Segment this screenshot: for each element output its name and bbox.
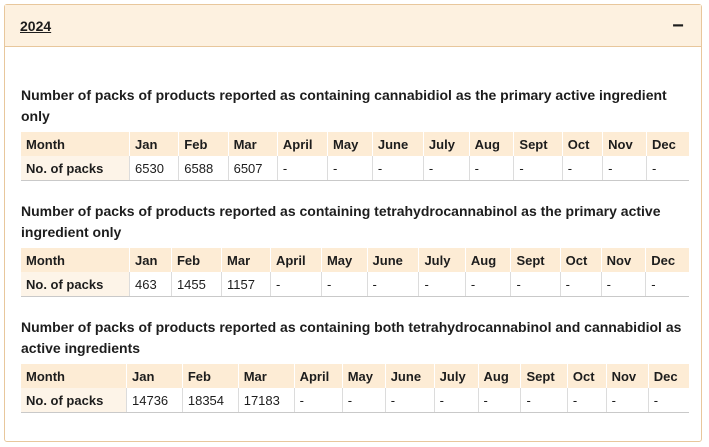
table-cell: - bbox=[600, 272, 646, 297]
column-header: Month bbox=[21, 364, 127, 388]
table-cell: 1157 bbox=[221, 272, 271, 297]
column-header: July bbox=[418, 248, 466, 272]
column-header: Dec bbox=[646, 132, 689, 156]
column-header: Mar bbox=[227, 132, 278, 156]
column-header: Jan bbox=[129, 248, 172, 272]
table-cell: - bbox=[366, 272, 419, 297]
section-thc-cbd: Number of packs of products reported as … bbox=[21, 317, 689, 413]
column-header: April bbox=[269, 248, 322, 272]
packs-table: Month Jan Feb Mar April May June July Au… bbox=[21, 132, 689, 181]
table-cell: - bbox=[293, 388, 343, 413]
table-header-row: Month Jan Feb Mar April May June July Au… bbox=[21, 248, 689, 272]
column-header: Nov bbox=[602, 132, 647, 156]
table-cell: 6530 bbox=[128, 156, 179, 181]
section-title: Number of packs of products reported as … bbox=[21, 319, 682, 356]
column-header: Month bbox=[21, 248, 130, 272]
table-cell: 1455 bbox=[170, 272, 222, 297]
section-cbd: Number of packs of products reported as … bbox=[21, 85, 689, 181]
table-cell: - bbox=[320, 272, 368, 297]
column-header: May bbox=[341, 364, 386, 388]
table-cell: - bbox=[341, 388, 386, 413]
section-title: Number of packs of products reported as … bbox=[21, 87, 667, 124]
table-cell: 463 bbox=[129, 272, 172, 297]
table-cell: - bbox=[561, 156, 603, 181]
column-header: Jan bbox=[128, 132, 179, 156]
accordion-body: Number of packs of products reported as … bbox=[5, 47, 701, 413]
table-cell: - bbox=[468, 156, 514, 181]
column-header: July bbox=[433, 364, 479, 388]
column-header: Feb bbox=[170, 248, 222, 272]
accordion-header[interactable]: 2024 − bbox=[5, 5, 701, 47]
column-header: June bbox=[366, 248, 419, 272]
column-header: Jan bbox=[126, 364, 183, 388]
table-cell: - bbox=[371, 156, 424, 181]
column-header: Nov bbox=[600, 248, 646, 272]
table-cell: - bbox=[559, 272, 602, 297]
table-cell: 18354 bbox=[181, 388, 239, 413]
column-header: Oct bbox=[566, 364, 607, 388]
accordion-2024: 2024 − Number of packs of products repor… bbox=[4, 4, 702, 442]
column-header: Mar bbox=[221, 248, 271, 272]
column-header: May bbox=[320, 248, 368, 272]
packs-table: Month Jan Feb Mar April May June July Au… bbox=[21, 364, 689, 413]
column-header: Mar bbox=[237, 364, 295, 388]
section-title: Number of packs of products reported as … bbox=[21, 203, 661, 240]
row-label: No. of packs bbox=[21, 388, 127, 413]
table-cell: 6588 bbox=[178, 156, 229, 181]
table-cell: - bbox=[647, 388, 689, 413]
table-cell: - bbox=[566, 388, 607, 413]
column-header: Sept bbox=[513, 132, 563, 156]
column-header: April bbox=[293, 364, 343, 388]
row-label: No. of packs bbox=[21, 156, 130, 181]
column-header: Feb bbox=[178, 132, 229, 156]
column-header: Oct bbox=[559, 248, 602, 272]
table-cell: - bbox=[384, 388, 435, 413]
section-thc: Number of packs of products reported as … bbox=[21, 201, 689, 297]
column-header: June bbox=[384, 364, 435, 388]
column-header: Dec bbox=[645, 248, 689, 272]
table-cell: - bbox=[433, 388, 479, 413]
accordion-title[interactable]: 2024 bbox=[20, 17, 52, 34]
column-header: Feb bbox=[181, 364, 239, 388]
table-header-row: Month Jan Feb Mar April May June July Au… bbox=[21, 132, 689, 156]
table-cell: - bbox=[418, 272, 466, 297]
table-header-row: Month Jan Feb Mar April May June July Au… bbox=[21, 364, 689, 388]
row-label: No. of packs bbox=[21, 272, 130, 297]
table-row: No. of packs 14736 18354 17183 - - - - -… bbox=[21, 388, 689, 413]
table-cell: 14736 bbox=[126, 388, 183, 413]
table-cell: 6507 bbox=[227, 156, 278, 181]
column-header: Sept bbox=[510, 248, 561, 272]
column-header: Oct bbox=[561, 132, 603, 156]
column-header: Dec bbox=[647, 364, 689, 388]
column-header: Aug bbox=[464, 248, 511, 272]
table-row: No. of packs 6530 6588 6507 - - - - - - … bbox=[21, 156, 689, 181]
table-cell: 17183 bbox=[237, 388, 295, 413]
table-cell: - bbox=[269, 272, 322, 297]
table-cell: - bbox=[510, 272, 561, 297]
table-cell: - bbox=[602, 156, 647, 181]
minus-icon[interactable]: − bbox=[672, 14, 684, 37]
table-cell: - bbox=[276, 156, 328, 181]
column-header: April bbox=[276, 132, 328, 156]
table-cell: - bbox=[422, 156, 470, 181]
column-header: Month bbox=[21, 132, 130, 156]
column-header: May bbox=[327, 132, 373, 156]
column-header: Sept bbox=[520, 364, 568, 388]
table-cell: - bbox=[513, 156, 563, 181]
table-cell: - bbox=[464, 272, 511, 297]
table-cell: - bbox=[477, 388, 521, 413]
table-cell: - bbox=[327, 156, 373, 181]
table-cell: - bbox=[645, 272, 689, 297]
column-header: Aug bbox=[477, 364, 521, 388]
table-cell: - bbox=[605, 388, 649, 413]
column-header: Nov bbox=[605, 364, 649, 388]
column-header: June bbox=[371, 132, 424, 156]
table-cell: - bbox=[646, 156, 689, 181]
table-row: No. of packs 463 1455 1157 - - - - - - -… bbox=[21, 272, 689, 297]
column-header: Aug bbox=[468, 132, 514, 156]
column-header: July bbox=[422, 132, 470, 156]
table-cell: - bbox=[520, 388, 568, 413]
packs-table: Month Jan Feb Mar April May June July Au… bbox=[21, 248, 689, 297]
